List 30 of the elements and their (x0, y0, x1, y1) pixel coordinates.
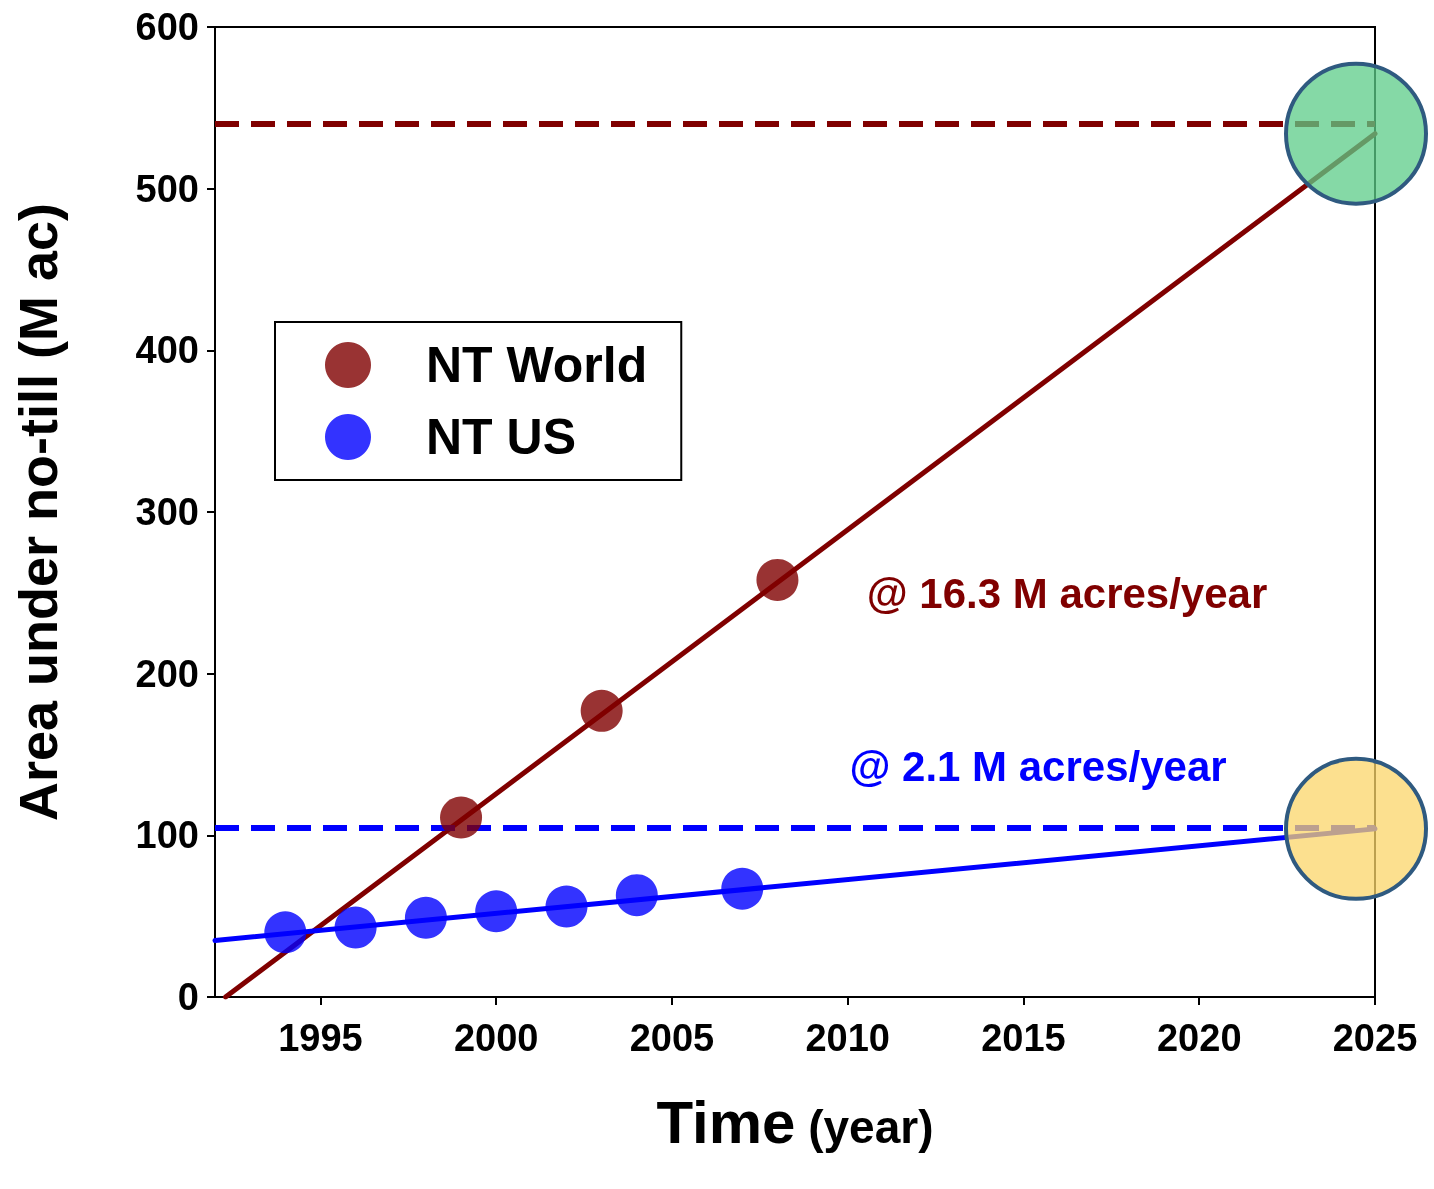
point (475, 890, 518, 933)
x-tick-label: 2000 (453, 1017, 539, 1059)
y-tick-label: 300 (135, 491, 199, 533)
y-tick-label: 200 (135, 652, 199, 695)
point (440, 796, 483, 839)
legend-label: NT US (426, 409, 576, 465)
point (334, 906, 377, 949)
x-tick-label: 2020 (1156, 1017, 1242, 1059)
annotation: @ 2.1 M acres/year (849, 742, 1227, 790)
y-tick-label: 600 (135, 6, 199, 48)
x-tick-label: 2005 (629, 1017, 715, 1059)
point (404, 896, 447, 939)
legend-label: NT World (426, 337, 648, 393)
y-tick-label: 400 (135, 329, 199, 372)
point (580, 689, 623, 732)
y-tick-label: 100 (135, 814, 199, 857)
annotation: @ 16.3 M acres/year (866, 569, 1268, 617)
point (615, 874, 658, 917)
x-axis-title: Time (year) (656, 1088, 934, 1156)
x-tick-label: 2015 (981, 1017, 1066, 1059)
x-tick-label: 2025 (1332, 1017, 1418, 1059)
point (264, 911, 307, 954)
y-tick-label: 0 (177, 976, 199, 1018)
y-tick-label: 500 (135, 167, 199, 210)
x-tick-label: 2010 (805, 1017, 890, 1059)
point (721, 867, 764, 910)
point (545, 885, 588, 928)
x-tick-label: 1995 (278, 1017, 363, 1059)
y-axis-title: Area under no-till (M ac) (8, 202, 68, 822)
point (756, 558, 799, 601)
